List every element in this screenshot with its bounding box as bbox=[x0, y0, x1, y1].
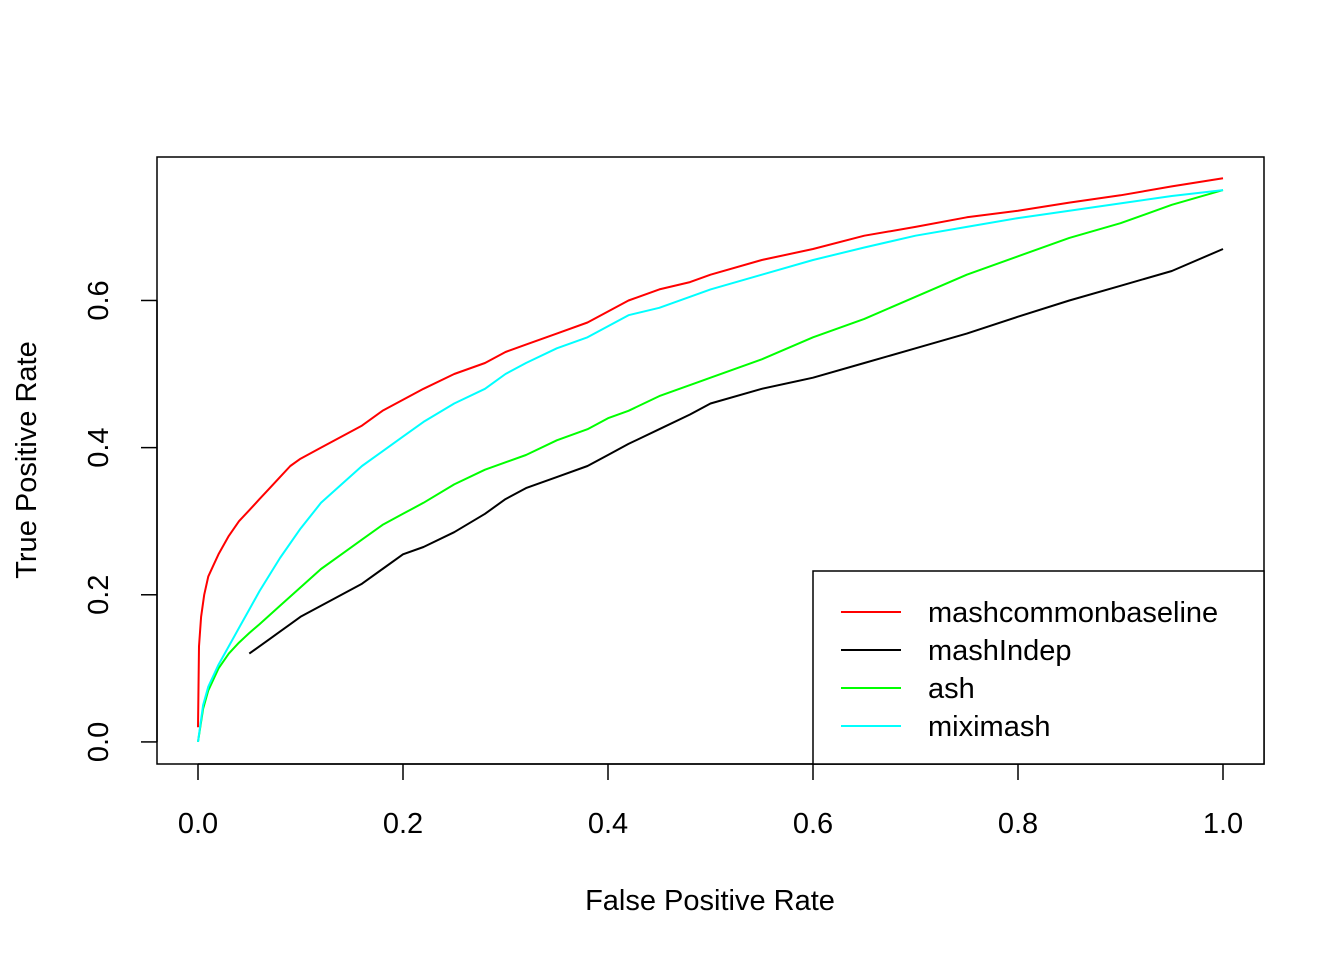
x-tick-label: 0.6 bbox=[793, 808, 833, 840]
legend-label-mashcommonbaseline: mashcommonbaseline bbox=[928, 597, 1218, 629]
x-axis-label: False Positive Rate bbox=[585, 885, 835, 917]
series-line-mashIndep bbox=[248, 248, 1224, 655]
series-line-miximash bbox=[197, 189, 1224, 743]
y-axis: 0.0 0.2 0.4 0.6 bbox=[83, 280, 158, 762]
legend-label-miximash: miximash bbox=[928, 711, 1050, 743]
series-lines bbox=[197, 177, 1224, 743]
x-tick-label: 1.0 bbox=[1203, 808, 1243, 840]
legend-label-mashIndep: mashIndep bbox=[928, 635, 1072, 667]
x-tick-label: 0.4 bbox=[588, 808, 628, 840]
y-tick-label: 0.6 bbox=[83, 280, 115, 320]
legend-label-ash: ash bbox=[928, 673, 975, 705]
y-axis-label: True Positive Rate bbox=[11, 341, 43, 578]
y-tick-label: 0.4 bbox=[83, 427, 115, 467]
y-tick-label: 0.2 bbox=[83, 575, 115, 615]
x-tick-label: 0.0 bbox=[178, 808, 218, 840]
y-tick-label: 0.0 bbox=[83, 722, 115, 762]
legend: mashcommonbaseline mashIndep ash miximash bbox=[812, 570, 1265, 765]
x-axis: 0.0 0.2 0.4 0.6 0.8 1.0 bbox=[178, 763, 1243, 840]
legend-box bbox=[812, 570, 1265, 765]
series-line-mashcommonbaseline bbox=[197, 177, 1224, 728]
x-tick-label: 0.2 bbox=[383, 808, 423, 840]
x-tick-label: 0.8 bbox=[998, 808, 1038, 840]
series-line-ash bbox=[197, 189, 1224, 743]
